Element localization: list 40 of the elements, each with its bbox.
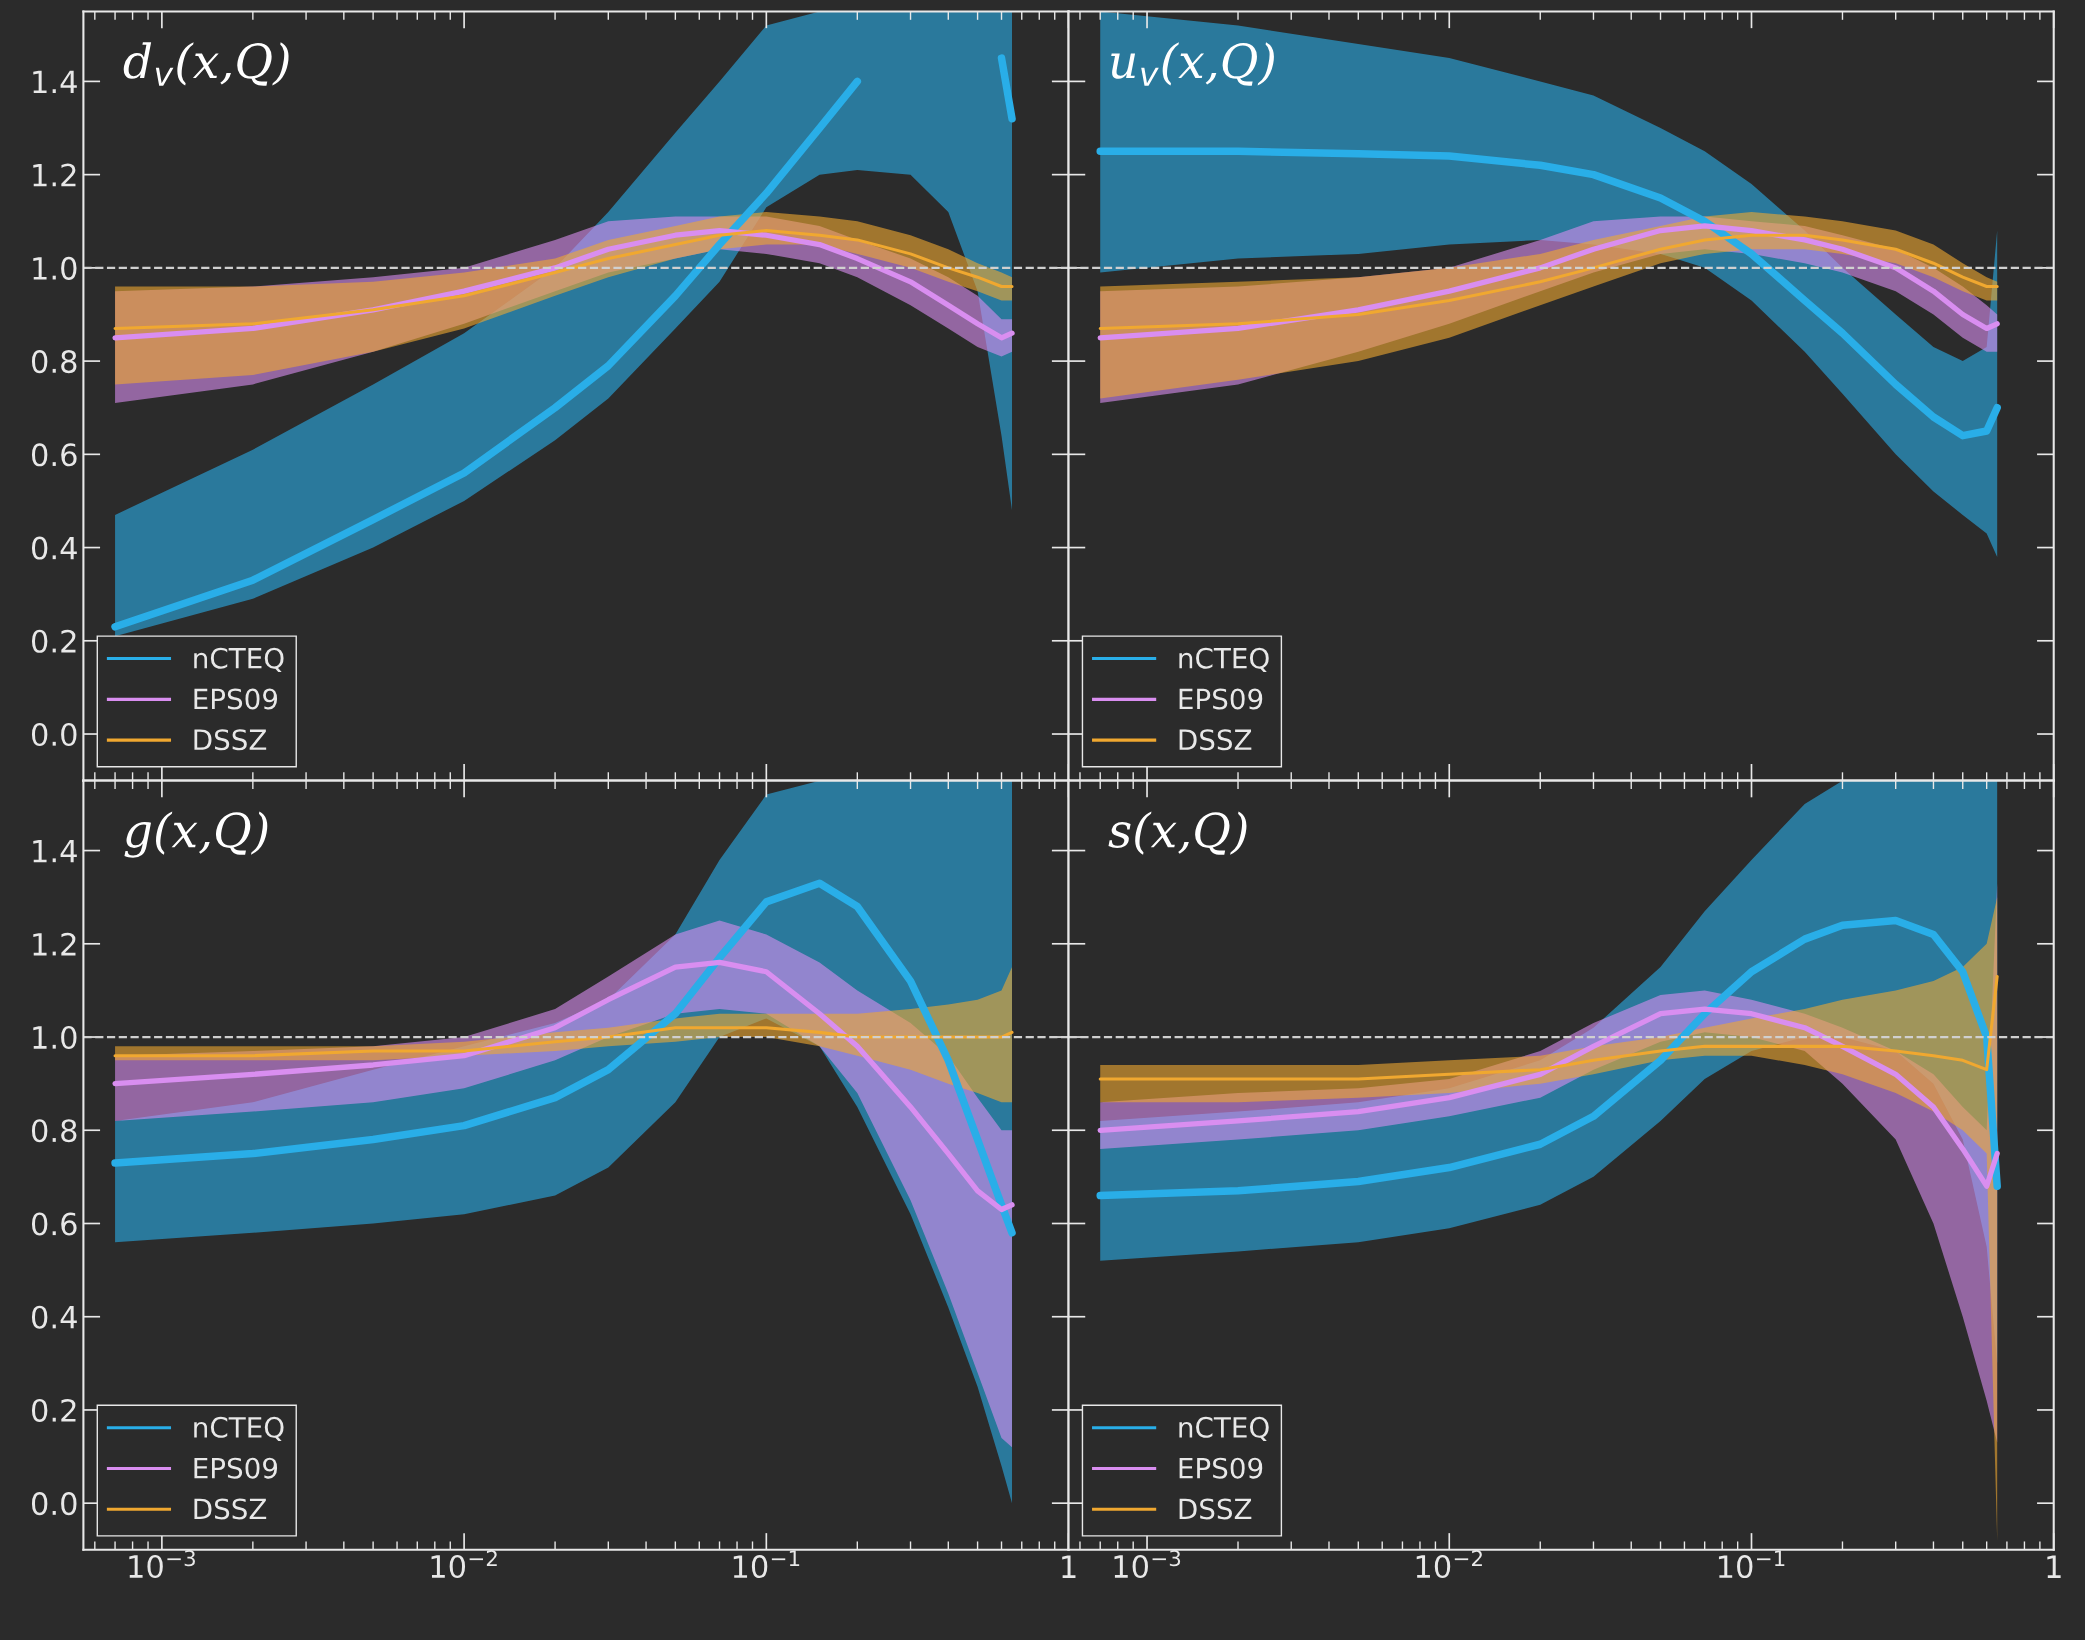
legend-label: EPS09 [194,688,278,710]
annotation: s(x,Q) [1108,811,1247,855]
legend-label: DSSZ [194,1498,267,1520]
y-tick-label: 1.4 [33,839,77,863]
x-tick-label: 10$^{−2}$ [431,1550,497,1579]
y-tick-label: 0.6 [31,1212,77,1236]
x-tick-label: 10$^{−1}$ [733,1550,800,1579]
legend-label: EPS09 [1179,1457,1263,1479]
legend-label: DSSZ [1179,1498,1252,1520]
legend-label: nCTEQ [194,1416,284,1442]
x-tick-label: 1 [1062,1555,1076,1578]
y-tick-label: 0.0 [31,722,77,747]
annotation: u$_{v}$(x,Q) [1111,42,1274,86]
annotation: d$_{v}$(x,Q) [123,42,289,86]
y-tick-label: 0.8 [31,1119,77,1143]
annotation: g(x,Q) [124,811,268,858]
legend-label: DSSZ [1179,729,1252,751]
x-tick-label: 1 [2047,1555,2061,1578]
y-tick-label: 1.0 [33,1025,77,1050]
y-tick-label: 0.8 [31,350,77,374]
legend-label: DSSZ [194,729,267,751]
x-tick-label: 10$^{−1}$ [1718,1550,1785,1579]
y-tick-label: 0.2 [31,1398,76,1422]
y-tick-label: 1.2 [33,932,76,956]
y-tick-label: 1.0 [33,256,77,280]
y-tick-label: 0.4 [31,1305,77,1329]
x-tick-label: 10$^{−3}$ [129,1550,195,1579]
legend-label: EPS09 [194,1457,278,1479]
x-tick-label: 10$^{−2}$ [1416,1550,1482,1579]
y-tick-label: 0.4 [31,536,77,560]
x-tick-label: 10$^{−3}$ [1114,1550,1181,1579]
legend-label: EPS09 [1179,688,1263,710]
y-tick-label: 0.6 [31,443,77,467]
legend-label: nCTEQ [1179,1416,1269,1442]
y-tick-label: 1.4 [33,70,77,94]
y-tick-label: 0.2 [31,629,76,653]
legend-label: nCTEQ [194,647,284,672]
y-tick-label: 0.0 [31,1492,77,1516]
legend-label: nCTEQ [1179,647,1269,672]
y-tick-label: 1.2 [33,163,76,187]
